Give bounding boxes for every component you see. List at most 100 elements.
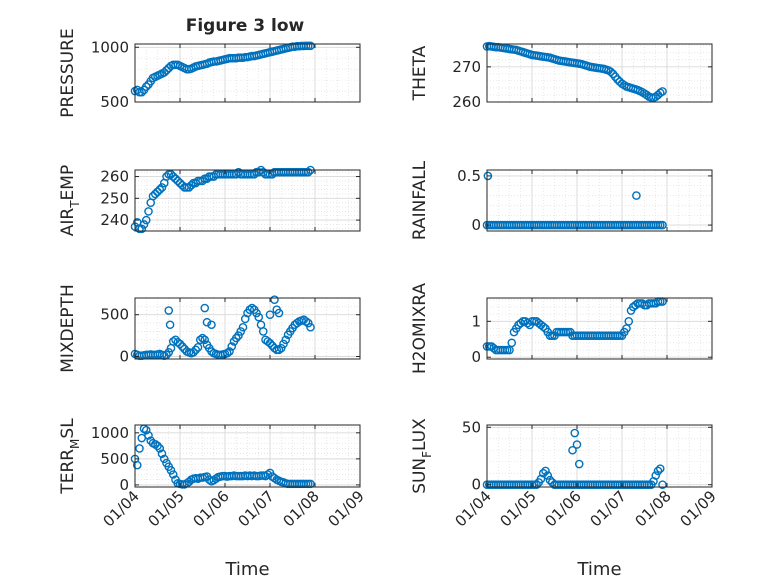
data-point [541, 466, 550, 476]
data-point [254, 312, 264, 322]
data-point [139, 220, 149, 229]
axes-box [486, 43, 713, 103]
y-axis-label: SUNFLUX [410, 418, 434, 494]
data-point [245, 305, 255, 314]
y-tick-label: 50 [462, 418, 481, 436]
data-point [538, 322, 548, 332]
y-tick-label: 0 [119, 476, 129, 494]
axes-box [134, 297, 361, 360]
data-point [651, 471, 661, 480]
y-tick-label: 0.5 [457, 167, 481, 185]
data-point [195, 335, 205, 345]
data-point [141, 215, 151, 225]
data-point [135, 444, 144, 453]
data-point [166, 466, 176, 475]
data-point [281, 335, 291, 345]
data-point [137, 87, 147, 97]
data-point [292, 318, 302, 328]
data-point [538, 468, 548, 478]
data-point [658, 220, 667, 230]
y-tick-label: 0 [471, 476, 481, 494]
x-tick-label: 01/08 [280, 487, 323, 530]
y-axis-label: AIRTEMP [58, 165, 82, 236]
data-point [207, 320, 216, 330]
data-point [543, 471, 553, 480]
data-point [144, 207, 153, 216]
figure-title: Figure 3 low [186, 16, 305, 36]
data-point [157, 449, 167, 458]
data-point [270, 473, 279, 483]
data-point [155, 444, 165, 453]
data-point [162, 350, 171, 360]
y-tick-label: 260 [100, 168, 129, 186]
data-point [191, 345, 201, 355]
x-tick-label: 01/05 [145, 487, 188, 530]
x-tick-label: 01/05 [497, 487, 540, 530]
data-point [175, 178, 185, 188]
data-point [247, 303, 257, 313]
data-point [165, 320, 175, 330]
data-point [658, 87, 667, 96]
data-point [274, 345, 284, 355]
data-point [225, 347, 234, 356]
data-point [159, 454, 169, 464]
data-point [274, 308, 284, 318]
data-point [655, 464, 665, 473]
data-point [570, 428, 580, 438]
data-point [222, 348, 232, 358]
data-point [132, 460, 142, 470]
data-point [198, 176, 207, 186]
data-point [227, 342, 237, 351]
data-point [270, 295, 279, 304]
data-point [153, 187, 162, 197]
x-tick-label: 01/06 [542, 487, 585, 530]
data-point [279, 339, 288, 349]
data-point [148, 191, 158, 201]
y-axis-label: H2OMIXRA [410, 283, 430, 374]
data-point [193, 343, 203, 352]
data-point [207, 347, 216, 356]
data-point [198, 333, 207, 343]
y-axis-label: THETA [410, 45, 430, 101]
data-point [231, 333, 241, 343]
y-tick-label: 500 [100, 306, 129, 324]
data-point [171, 174, 180, 184]
data-point [306, 322, 315, 332]
y-axis-label: PRESSURE [58, 28, 78, 117]
data-point [144, 431, 153, 440]
data-point [184, 183, 194, 192]
data-point [532, 480, 541, 490]
x-tick-label: 01/09 [325, 487, 368, 530]
x-axis-label: Time [576, 559, 621, 580]
y-axis-label: RAINFALL [410, 160, 430, 240]
data-point [164, 306, 174, 315]
data-point [238, 322, 248, 332]
data-point [157, 183, 167, 192]
axes-box [486, 169, 713, 232]
y-axis-label: TERRMSL [58, 418, 82, 495]
data-point [189, 348, 198, 357]
x-tick-label: 01/07 [587, 487, 630, 530]
data-point [155, 185, 165, 194]
x-tick-label: 01/06 [190, 487, 233, 530]
data-point [200, 335, 210, 345]
axes-box [486, 424, 713, 488]
data-point [632, 191, 641, 200]
x-tick-label: 01/09 [677, 487, 720, 530]
axes-box [134, 169, 361, 232]
y-tick-label: 0 [471, 348, 481, 366]
data-point [263, 470, 273, 479]
x-tick-label: 01/07 [235, 487, 278, 530]
x-tick-label: 01/08 [632, 487, 675, 530]
x-axis-label: Time [224, 559, 269, 580]
data-point [606, 67, 616, 77]
data-point [236, 327, 246, 336]
data-point [303, 318, 313, 328]
data-point [234, 331, 243, 340]
y-tick-label: 250 [100, 189, 129, 207]
data-point [545, 475, 555, 485]
data-point [200, 303, 210, 313]
data-point [150, 189, 160, 199]
